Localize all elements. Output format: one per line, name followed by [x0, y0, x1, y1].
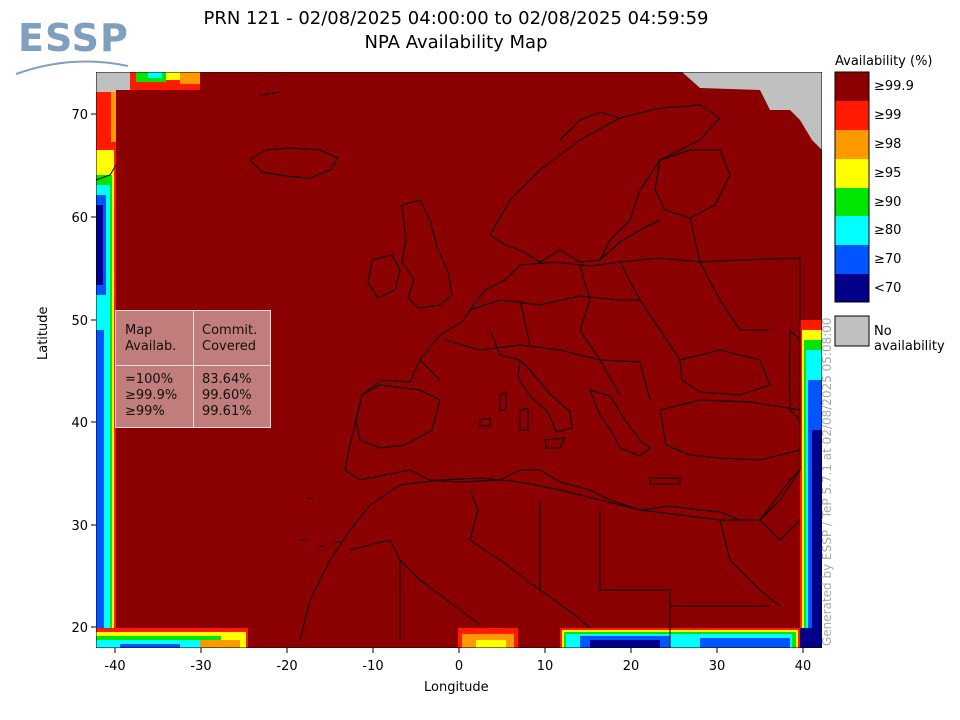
y-tick-label: 50 — [71, 314, 88, 329]
x-tick-label: -10 — [362, 659, 383, 674]
right-edge-degradation — [800, 320, 822, 648]
legend-swatch-98 — [835, 130, 869, 159]
legend-swatch-no-availability — [834, 315, 870, 347]
legend-label: <70 — [874, 281, 902, 296]
map-title: PRN 121 - 02/08/2025 04:00:00 to 02/08/2… — [203, 8, 709, 29]
bottom-center-degradation — [458, 628, 518, 648]
x-tick-label: 0 — [455, 659, 463, 674]
generator-watermark: Generated by ESSP / TeP 5.7.1 at 02/08/2… — [820, 317, 834, 646]
y-tick-label: 60 — [71, 211, 88, 226]
y-tick-label: 20 — [71, 621, 88, 636]
coastlines — [96, 91, 801, 648]
legend-colorbar — [834, 71, 870, 347]
x-tick-label: 30 — [709, 659, 726, 674]
legend-swatch-999 — [835, 72, 869, 101]
y-axis-ticks — [91, 113, 96, 628]
x-tick-label: -20 — [276, 659, 297, 674]
x-tick-label: -30 — [190, 659, 211, 674]
bottom-right-degradation — [560, 628, 800, 648]
x-tick-label: 40 — [795, 659, 812, 674]
logo-text: ESSP — [18, 16, 129, 60]
legend-label: ≥90 — [874, 195, 902, 210]
legend-swatch-90 — [835, 188, 869, 216]
stats-values: 83.64% 99.60% 99.61% — [202, 372, 252, 419]
y-axis-title: Latitude — [36, 306, 51, 360]
legend-swatch-99 — [835, 101, 869, 130]
legend-label: ≥95 — [874, 166, 902, 181]
x-tick-label: -40 — [104, 659, 125, 674]
legend-label: ≥80 — [874, 223, 902, 238]
y-tick-label: 70 — [71, 108, 88, 123]
y-tick-label: 40 — [71, 416, 88, 431]
legend-swatch-70 — [835, 245, 869, 274]
y-tick-labels: 20 30 40 50 60 70 — [71, 108, 88, 636]
x-tick-labels: -40 -30 -20 -10 0 10 20 30 40 — [104, 659, 811, 674]
top-left-corner — [96, 72, 200, 92]
legend-label: ≥98 — [874, 137, 902, 152]
bottom-left-degradation — [96, 628, 248, 648]
y-tick-label: 30 — [71, 519, 88, 534]
no-availability-region — [682, 72, 822, 150]
stats-header-map-availability: Map Availab. — [125, 323, 177, 354]
map-subtitle: NPA Availability Map — [364, 32, 548, 53]
logo-swoosh — [15, 60, 129, 75]
x-tick-label: 20 — [623, 659, 640, 674]
legend-label: ≥99.9 — [874, 79, 914, 94]
x-axis-title: Longitude — [424, 680, 489, 695]
legend-label-no-availability: No availability — [874, 324, 945, 354]
availability-stats-table: Map Availab. Commit. Covered =100% ≥99.9… — [115, 310, 271, 428]
legend-swatch-80 — [835, 216, 869, 245]
legend-swatch-95 — [835, 159, 869, 188]
legend-swatch-lt70 — [835, 274, 869, 302]
essp-logo: ESSP — [12, 14, 132, 78]
legend-label: ≥70 — [874, 252, 902, 267]
x-axis-ticks — [114, 648, 804, 653]
legend-title: Availability (%) — [835, 54, 933, 69]
legend-label: ≥99 — [874, 108, 902, 123]
stats-header-commit-covered: Commit. Covered — [202, 323, 258, 354]
x-tick-label: 10 — [537, 659, 554, 674]
stats-thresholds: =100% ≥99.9% ≥99% — [125, 372, 178, 419]
